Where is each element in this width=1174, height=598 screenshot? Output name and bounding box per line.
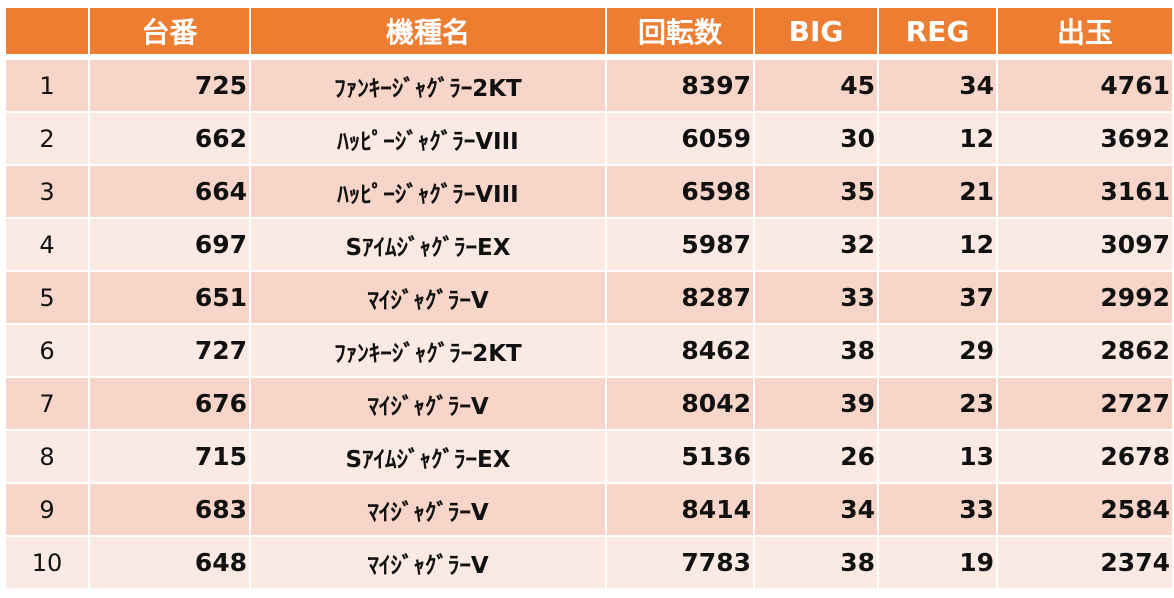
payout-cell: 2374 [998, 537, 1172, 588]
spins-cell: 6059 [607, 113, 755, 164]
ranking-table: 台番 機種名 回転数 BIG REG 出玉 1 725 ﾌｧﾝｷｰｼﾞｬｸﾞﾗｰ… [6, 8, 1172, 590]
rank-cell: 1 [6, 60, 90, 111]
rank-cell: 7 [6, 378, 90, 429]
table-row: 1 725 ﾌｧﾝｷｰｼﾞｬｸﾞﾗｰ2KT 8397 45 34 4761 [6, 60, 1172, 113]
spins-cell: 5987 [607, 219, 755, 270]
header-spins: 回転数 [607, 8, 755, 54]
table-row: 3 664 ﾊｯﾋﾟｰｼﾞｬｸﾞﾗｰVIII 6598 35 21 3161 [6, 166, 1172, 219]
rank-cell: 4 [6, 219, 90, 270]
header-payout: 出玉 [998, 8, 1172, 54]
big-cell: 26 [755, 431, 879, 482]
machine-number-cell: 725 [90, 60, 251, 111]
machine-number-cell: 683 [90, 484, 251, 535]
payout-cell: 2727 [998, 378, 1172, 429]
machine-number-cell: 715 [90, 431, 251, 482]
reg-cell: 23 [879, 378, 998, 429]
payout-cell: 3161 [998, 166, 1172, 217]
spins-cell: 6598 [607, 166, 755, 217]
machine-number-cell: 697 [90, 219, 251, 270]
header-reg: REG [879, 8, 998, 54]
table-row: 7 676 ﾏｲｼﾞｬｸﾞﾗｰV 8042 39 23 2727 [6, 378, 1172, 431]
rank-cell: 8 [6, 431, 90, 482]
reg-cell: 13 [879, 431, 998, 482]
rank-cell: 3 [6, 166, 90, 217]
reg-cell: 19 [879, 537, 998, 588]
model-name-cell: ﾌｧﾝｷｰｼﾞｬｸﾞﾗｰ2KT [251, 325, 607, 376]
table-body: 1 725 ﾌｧﾝｷｰｼﾞｬｸﾞﾗｰ2KT 8397 45 34 4761 2 … [6, 60, 1172, 590]
big-cell: 39 [755, 378, 879, 429]
payout-cell: 2992 [998, 272, 1172, 323]
machine-number-cell: 727 [90, 325, 251, 376]
payout-cell: 4761 [998, 60, 1172, 111]
payout-cell: 2862 [998, 325, 1172, 376]
reg-cell: 12 [879, 113, 998, 164]
table-row: 6 727 ﾌｧﾝｷｰｼﾞｬｸﾞﾗｰ2KT 8462 38 29 2862 [6, 325, 1172, 378]
table-row: 5 651 ﾏｲｼﾞｬｸﾞﾗｰV 8287 33 37 2992 [6, 272, 1172, 325]
big-cell: 30 [755, 113, 879, 164]
rank-cell: 10 [6, 537, 90, 588]
reg-cell: 12 [879, 219, 998, 270]
machine-number-cell: 651 [90, 272, 251, 323]
payout-cell: 3692 [998, 113, 1172, 164]
model-name-cell: ﾊｯﾋﾟｰｼﾞｬｸﾞﾗｰVIII [251, 166, 607, 217]
model-name-cell: SｱｲﾑｼﾞｬｸﾞﾗｰEX [251, 219, 607, 270]
machine-number-cell: 664 [90, 166, 251, 217]
machine-number-cell: 662 [90, 113, 251, 164]
table-row: 4 697 SｱｲﾑｼﾞｬｸﾞﾗｰEX 5987 32 12 3097 [6, 219, 1172, 272]
table-row: 9 683 ﾏｲｼﾞｬｸﾞﾗｰV 8414 34 33 2584 [6, 484, 1172, 537]
rank-cell: 6 [6, 325, 90, 376]
rank-cell: 9 [6, 484, 90, 535]
spins-cell: 8397 [607, 60, 755, 111]
reg-cell: 37 [879, 272, 998, 323]
reg-cell: 33 [879, 484, 998, 535]
header-rank [6, 8, 90, 54]
big-cell: 45 [755, 60, 879, 111]
spins-cell: 7783 [607, 537, 755, 588]
payout-cell: 3097 [998, 219, 1172, 270]
header-big: BIG [755, 8, 879, 54]
reg-cell: 29 [879, 325, 998, 376]
model-name-cell: ﾌｧﾝｷｰｼﾞｬｸﾞﾗｰ2KT [251, 60, 607, 111]
big-cell: 34 [755, 484, 879, 535]
payout-cell: 2584 [998, 484, 1172, 535]
reg-cell: 34 [879, 60, 998, 111]
header-model-name: 機種名 [251, 8, 607, 54]
table-row: 10 648 ﾏｲｼﾞｬｸﾞﾗｰV 7783 38 19 2374 [6, 537, 1172, 590]
table-row: 8 715 SｱｲﾑｼﾞｬｸﾞﾗｰEX 5136 26 13 2678 [6, 431, 1172, 484]
model-name-cell: ﾏｲｼﾞｬｸﾞﾗｰV [251, 537, 607, 588]
spins-cell: 8462 [607, 325, 755, 376]
model-name-cell: ﾊｯﾋﾟｰｼﾞｬｸﾞﾗｰVIII [251, 113, 607, 164]
table-header-row: 台番 機種名 回転数 BIG REG 出玉 [6, 8, 1172, 60]
rank-cell: 5 [6, 272, 90, 323]
big-cell: 38 [755, 537, 879, 588]
big-cell: 38 [755, 325, 879, 376]
model-name-cell: ﾏｲｼﾞｬｸﾞﾗｰV [251, 272, 607, 323]
rank-cell: 2 [6, 113, 90, 164]
big-cell: 35 [755, 166, 879, 217]
header-machine-number: 台番 [90, 8, 251, 54]
model-name-cell: SｱｲﾑｼﾞｬｸﾞﾗｰEX [251, 431, 607, 482]
spins-cell: 8414 [607, 484, 755, 535]
payout-cell: 2678 [998, 431, 1172, 482]
spins-cell: 5136 [607, 431, 755, 482]
machine-number-cell: 676 [90, 378, 251, 429]
table-row: 2 662 ﾊｯﾋﾟｰｼﾞｬｸﾞﾗｰVIII 6059 30 12 3692 [6, 113, 1172, 166]
machine-number-cell: 648 [90, 537, 251, 588]
big-cell: 32 [755, 219, 879, 270]
big-cell: 33 [755, 272, 879, 323]
spins-cell: 8042 [607, 378, 755, 429]
model-name-cell: ﾏｲｼﾞｬｸﾞﾗｰV [251, 484, 607, 535]
reg-cell: 21 [879, 166, 998, 217]
model-name-cell: ﾏｲｼﾞｬｸﾞﾗｰV [251, 378, 607, 429]
spins-cell: 8287 [607, 272, 755, 323]
